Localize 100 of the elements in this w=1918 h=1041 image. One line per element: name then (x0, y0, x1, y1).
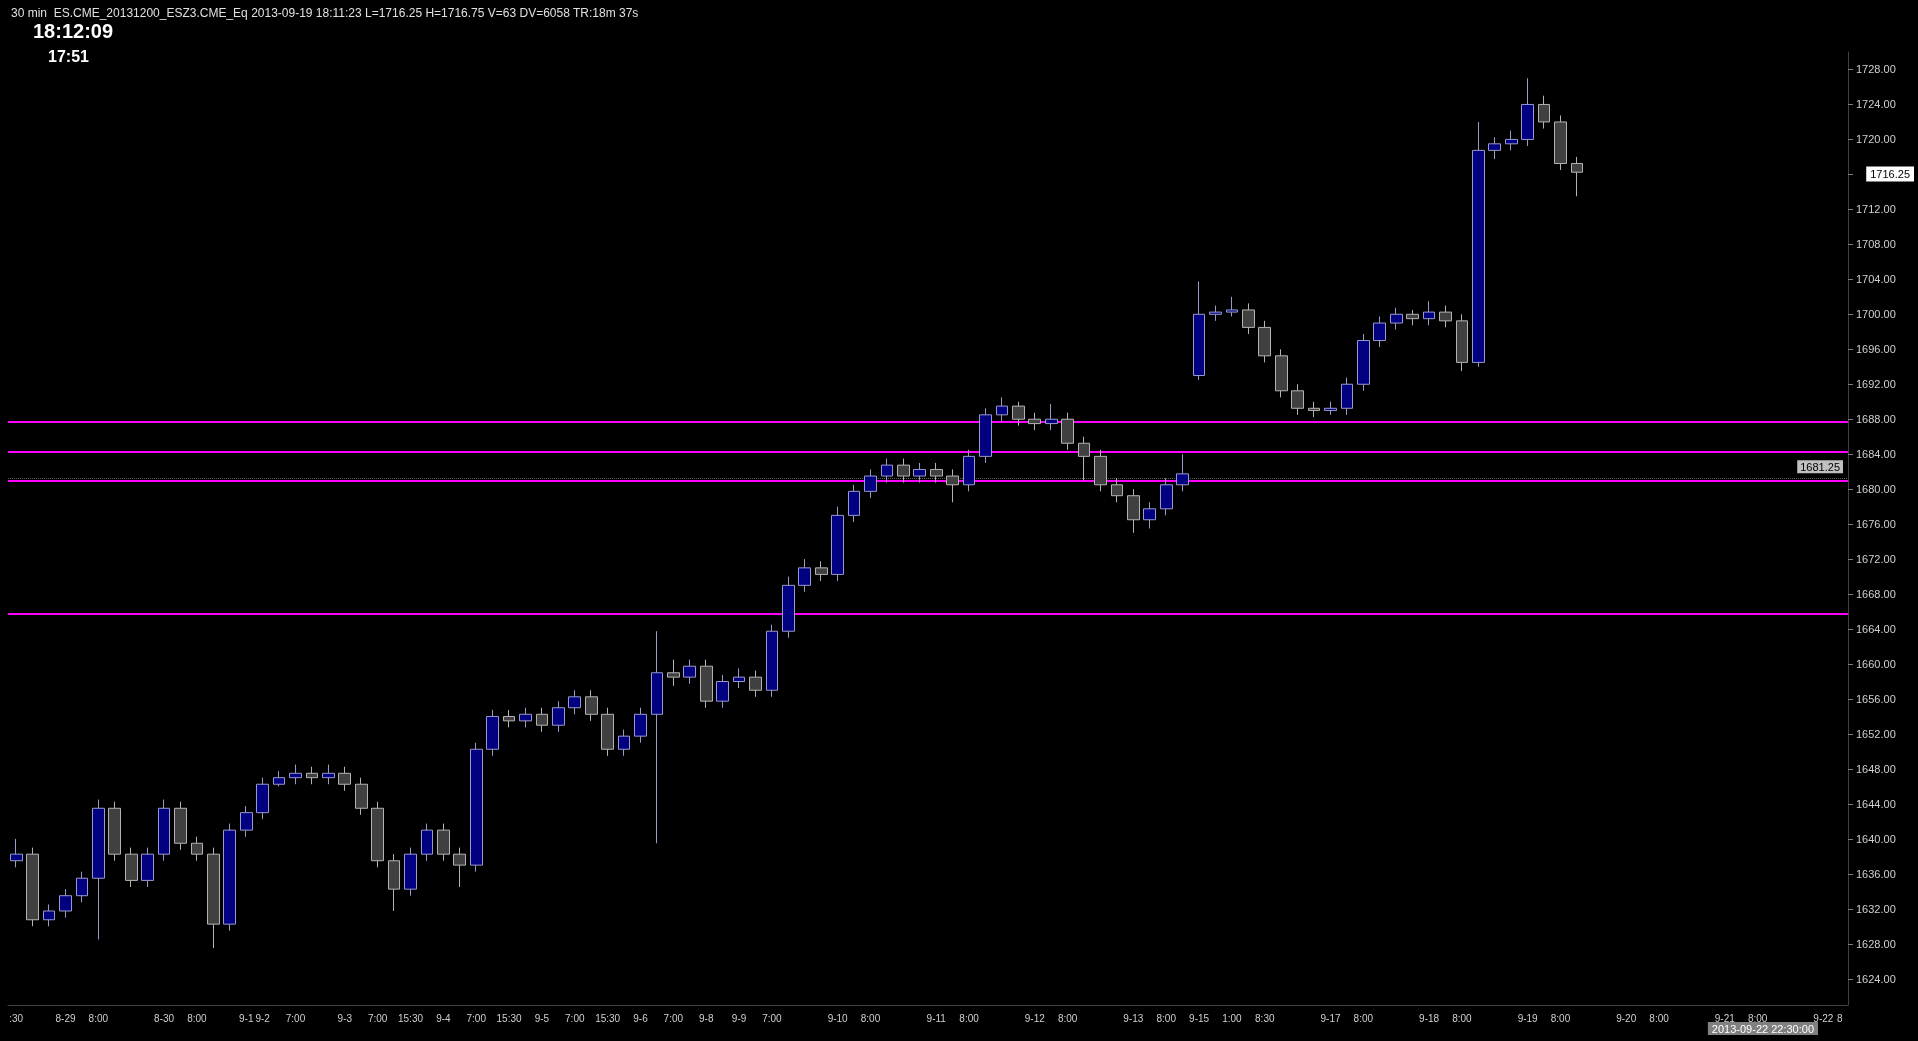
candlestick (1357, 333, 1370, 392)
candlestick (240, 805, 253, 838)
y-tick-label: 1696.00 (1856, 343, 1896, 356)
y-tick-label: 1644.00 (1856, 797, 1896, 810)
x-tick-label: 7:00 (285, 1012, 306, 1024)
ref-line-label: 1681.25 (1800, 460, 1840, 473)
y-tick-label: 1628.00 (1856, 937, 1896, 950)
candlestick (700, 659, 713, 709)
candlestick (306, 766, 318, 785)
candlestick (355, 777, 368, 816)
x-tick-label: 15:30 (496, 1012, 523, 1024)
x-tick-label: 9-1 (238, 1012, 254, 1024)
candlestick (1226, 296, 1238, 317)
y-tick-label: 1664.00 (1856, 623, 1896, 636)
y-tick-label: 1632.00 (1856, 902, 1896, 915)
candlestick (798, 558, 811, 593)
candlestick (1291, 383, 1304, 416)
candlestick (1505, 130, 1518, 151)
y-tick-label: 1636.00 (1856, 867, 1896, 880)
chart-title: 30 min ES.CME_20131200_ESZ3.CME_Eq 2013-09-19 18:11:23 L=1716.25 H=1716.75 V=63 DV=6058 TR:18m 37s (11, 6, 639, 20)
x-tick-label: 9-3 (337, 1012, 353, 1024)
candlestick (1308, 401, 1320, 418)
x-tick-label: 8:00 (1747, 1012, 1768, 1024)
x-tick-label: 9-12 (1024, 1012, 1046, 1024)
y-tick-label: 1712.00 (1856, 203, 1896, 216)
candlestick (1045, 403, 1058, 431)
y-tick-label: 1692.00 (1856, 378, 1896, 391)
candlestick (486, 709, 499, 757)
candlestick (1439, 305, 1452, 328)
y-tick-label: 1728.00 (1856, 63, 1896, 76)
candlestick (1143, 501, 1156, 529)
candlestick (782, 576, 795, 639)
x-tick-label: 8:00 (88, 1012, 109, 1024)
y-tick-label: 1640.00 (1856, 832, 1896, 845)
candlestick (371, 801, 384, 868)
candlestick (881, 458, 893, 484)
candlestick (634, 707, 647, 744)
chart-subtitle: 18:12:09 (33, 20, 114, 42)
candlestick (223, 823, 236, 932)
x-tick-label: 8-30 (154, 1012, 175, 1024)
x-tick-label: 8:00 (860, 1012, 881, 1024)
x-tick-label: 8:00 (959, 1012, 980, 1024)
candlestick (913, 462, 926, 484)
candlestick (1193, 281, 1205, 381)
candlestick (1061, 412, 1074, 451)
candlestick (273, 770, 285, 787)
x-tick-label: 9-2 (255, 1012, 271, 1024)
candlestick (519, 707, 532, 728)
candlestick (552, 700, 565, 733)
x-tick-label: 8:30 (1255, 1012, 1275, 1024)
candlestick (1521, 77, 1534, 147)
candlestick (256, 777, 269, 820)
candlestick (191, 836, 203, 862)
candlestick (897, 458, 910, 484)
candlestick (1176, 453, 1189, 492)
candlestick (10, 838, 23, 868)
y-tick-label: 1700.00 (1856, 308, 1896, 321)
candlestick (618, 729, 630, 757)
candlestick (1242, 302, 1255, 335)
candlestick (1423, 300, 1435, 326)
x-tick-label: 9-20 (1616, 1012, 1637, 1024)
candlestick (470, 742, 483, 873)
candlestick (651, 630, 663, 844)
candlestick (1456, 313, 1468, 372)
candlestick (848, 484, 860, 523)
y-tick-label: 1688.00 (1856, 413, 1896, 426)
candlestick (92, 799, 105, 940)
candlestick (1324, 401, 1337, 416)
candlestick (683, 659, 696, 685)
candlestick (601, 707, 614, 757)
candlestick (946, 468, 959, 503)
candlestick (1275, 348, 1288, 398)
x-tick-label: 9-18 (1419, 1012, 1440, 1024)
candlestick (43, 903, 55, 927)
candlestick (26, 847, 39, 927)
x-tick-label: :30 (9, 1012, 24, 1024)
candlestick (749, 670, 762, 698)
text: 1716.25 (1870, 167, 1910, 180)
x-tick-label: 1:00 (1222, 1012, 1243, 1024)
candlestick (404, 847, 417, 897)
candlestick (1406, 309, 1419, 326)
x-tick-label: 7:00 (367, 1012, 388, 1024)
x-tick-label: 9-8 (698, 1012, 714, 1024)
candlestick (585, 689, 598, 722)
candlestick (108, 801, 121, 862)
annotation: 17:51 (48, 47, 90, 65)
candlestick (733, 667, 745, 689)
candlestick (716, 674, 729, 709)
candlestick (174, 801, 187, 851)
x-tick-label: 9-21 (1714, 1012, 1736, 1024)
candlestick (1390, 307, 1403, 331)
candlestick (338, 766, 351, 792)
candlestick (503, 709, 515, 728)
y-tick-label: 1652.00 (1856, 727, 1896, 740)
candlestick (864, 468, 877, 499)
x-tick-label: 8:00 (1156, 1012, 1177, 1024)
candlestick (1028, 412, 1041, 431)
x-tick-label: 9-17 (1320, 1012, 1341, 1024)
candlestick (667, 659, 680, 687)
candlestick (536, 707, 548, 733)
